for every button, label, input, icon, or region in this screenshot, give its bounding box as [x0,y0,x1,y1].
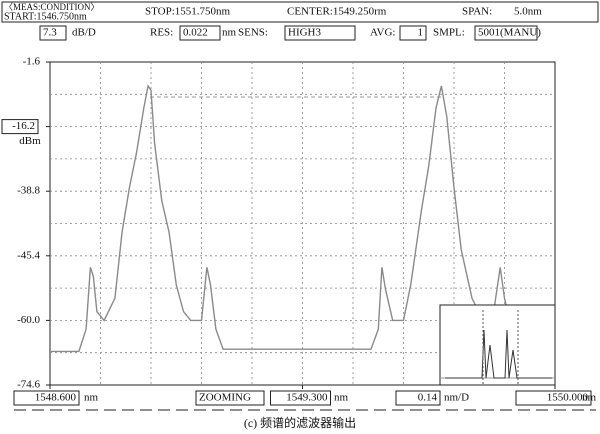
x-tick-box [13,390,80,406]
header-frame [1,1,599,23]
zoom: ZOOMING [199,392,251,404]
x-tick-box [515,390,592,406]
avg: 1 [418,27,424,39]
res: 0.022 [183,27,208,39]
sens: HIGH3 [288,27,321,39]
center: CENTER:1549.250rm [287,6,387,18]
x-tick-label: 1548.600 [35,392,77,404]
stop: STOP:1551.750nm [145,6,231,18]
div-box [395,390,441,406]
avg-label: AVG: [370,27,395,39]
scale-box [39,25,67,41]
res-label: RES: [150,27,173,39]
y-unit: dBm [19,135,41,147]
scale-unit: dB/D [72,27,96,39]
start: START:1546.750nm [4,11,87,22]
avg-box [399,25,427,41]
overview-inset [439,304,556,386]
y-tick-label: -74.6 [17,379,40,391]
x-tick-label: 1550.000 [547,392,589,404]
span: 5.0nm [514,6,542,18]
res-box [179,25,221,41]
caption: (c) 频谱的滤波器输出 [244,415,356,430]
span-label: SPAN: [462,6,492,18]
res-unit: nm [222,27,237,39]
smpl-label: SMPL: [433,27,465,39]
x-tick-box [270,390,331,406]
stop-unit: nm [582,392,597,404]
y-tick-label: -45.4 [17,249,40,261]
smpl: 5001(MANU) [478,27,541,39]
scale: 7.3 [43,27,57,39]
y-tick-box [1,119,39,135]
smpl-box [474,25,538,41]
zoom-box [195,390,265,406]
y-tick-label: -60.0 [17,314,40,326]
sens-box [284,25,356,41]
div-unit: nm/D [444,392,469,404]
x-tick-label: 1549.300 [286,392,328,404]
y-tick-label: -1.6 [23,56,41,68]
sens-label: SENS: [238,27,268,39]
y-tick-label: -38.8 [17,185,40,197]
div: 0.14 [418,392,438,404]
inset-trace [445,329,552,379]
y-tick-label: -16.2 [12,120,35,132]
meas-condition: 〈MEAS:CONDITION〉 [4,2,100,12]
start-unit: nm [84,392,99,404]
spectrum-trace [50,84,555,353]
center-unit: nm [334,392,349,404]
